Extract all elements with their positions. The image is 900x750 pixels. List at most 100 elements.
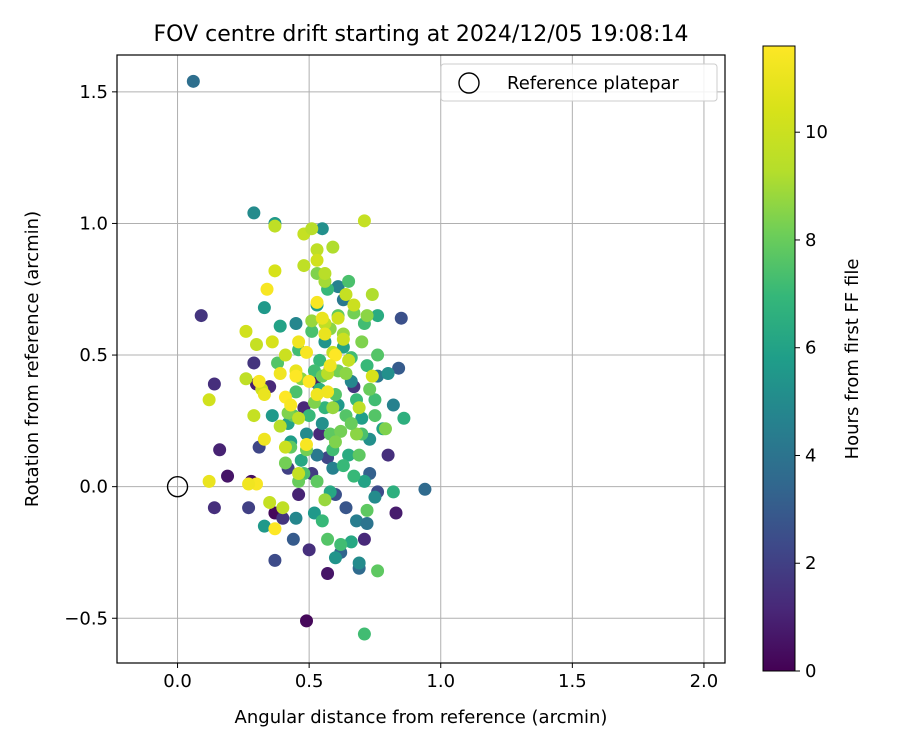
scatter-point (273, 319, 287, 333)
scatter-point (339, 501, 353, 515)
scatter-point (284, 398, 298, 412)
y-tick-label: 1.0 (79, 213, 108, 234)
scatter-point (268, 553, 282, 567)
scatter-point (386, 485, 400, 499)
scatter-point (326, 401, 340, 415)
x-tick-label: 1.5 (558, 671, 587, 692)
scatter-point (360, 503, 374, 517)
scatter-point (265, 409, 279, 423)
colorbar-tick-label: 10 (805, 122, 828, 143)
colorbar-tick-label: 4 (805, 445, 816, 466)
scatter-point (331, 280, 345, 294)
scatter-point (221, 469, 235, 483)
scatter-point (328, 348, 342, 362)
scatter-point (318, 327, 332, 341)
legend-box (440, 63, 718, 102)
scatter-point (326, 240, 340, 254)
scatter-point (360, 359, 374, 373)
scatter-point (347, 298, 361, 312)
scatter-point (365, 288, 379, 302)
scatter-point (194, 309, 208, 323)
colorbar-tick-label: 6 (805, 338, 816, 359)
scatter-point (331, 311, 345, 325)
scatter-point (328, 435, 342, 449)
scatter-point (355, 335, 369, 349)
scatter-point (392, 361, 406, 375)
plot-frame (116, 54, 726, 664)
colorbar-ticks: 0 2 4 6 8 10 (795, 122, 828, 682)
scatter-point (357, 627, 371, 641)
scatter-point (247, 409, 261, 423)
scatter-point (371, 348, 385, 362)
scatter-point (368, 393, 382, 407)
scatter-point (357, 474, 371, 488)
scatter-point (302, 543, 316, 557)
scatter-point (276, 511, 290, 525)
x-axis: 0.0 0.5 1.0 1.5 2.0 (163, 663, 718, 692)
scatter-point (334, 424, 348, 438)
scatter-point (352, 556, 366, 570)
scatter-point (334, 538, 348, 552)
scatter-point (381, 366, 395, 380)
scatter-point (313, 353, 327, 367)
scatter-point (268, 522, 282, 536)
y-axis-label: Rotation from reference (arcmin) (22, 211, 43, 507)
scatter-point (318, 493, 332, 507)
scatter-point (389, 506, 403, 520)
x-tick-label: 2.0 (690, 671, 719, 692)
scatter-point (278, 440, 292, 454)
scatter-point (352, 401, 366, 415)
scatter-point (289, 511, 303, 525)
y-axis: −0.5 0.0 0.5 1.0 1.5 (64, 82, 117, 629)
scatter-point (326, 461, 340, 475)
scatter-point (289, 369, 303, 383)
scatter-point (328, 551, 342, 565)
scatter-point (289, 316, 303, 330)
scatter-point (339, 366, 353, 380)
scatter-point (310, 448, 324, 462)
chart-title: FOV centre drift starting at 2024/12/05 … (154, 22, 689, 47)
scatter-point (257, 519, 271, 533)
scatter-point (315, 311, 329, 325)
scatter-point (292, 335, 306, 349)
scatter-point (323, 359, 337, 373)
scatter-point (297, 259, 311, 273)
scatter-point (249, 338, 263, 352)
colorbar-label: Hours from first FF file (842, 259, 863, 460)
scatter-point (263, 495, 277, 509)
colorbar-gradient (762, 45, 796, 672)
scatter-series (166, 74, 432, 641)
scatter-point (265, 335, 279, 349)
scatter-point (368, 409, 382, 423)
scatter-point (257, 388, 271, 402)
scatter-point (315, 416, 329, 430)
x-axis-label: Angular distance from reference (arcmin) (235, 707, 608, 728)
scatter-point (321, 567, 335, 581)
scatter-point (257, 301, 271, 315)
scatter-point (273, 419, 287, 433)
scatter-point (300, 438, 314, 452)
scatter-point (418, 482, 432, 496)
scatter-point (289, 385, 303, 399)
scatter-point (294, 453, 308, 467)
scatter-point (360, 517, 374, 531)
scatter-point (307, 506, 321, 520)
scatter-point (394, 311, 408, 325)
scatter-point (276, 501, 290, 515)
scatter-point (286, 532, 300, 546)
scatter-point (357, 532, 371, 546)
x-tick-label: 1.0 (426, 671, 455, 692)
scatter-point (239, 372, 253, 386)
scatter-point (342, 448, 356, 462)
scatter-point (268, 264, 282, 278)
y-tick-label: 1.5 (79, 82, 108, 103)
scatter-point (315, 514, 329, 528)
scatter-point (202, 474, 216, 488)
scatter-point (257, 432, 271, 446)
scatter-point (292, 488, 306, 502)
scatter-point (368, 490, 382, 504)
scatter-point (347, 469, 361, 483)
scatter-point (273, 366, 287, 380)
